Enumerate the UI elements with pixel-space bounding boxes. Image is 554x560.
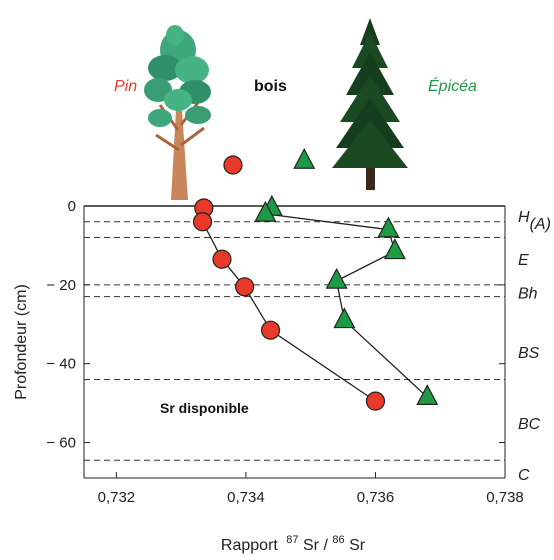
axis-ticks: 0,732 0,734 0,736 0,738 0 − 20 − 40 − 60 <box>46 198 523 506</box>
y-tick-label: − 60 <box>46 435 76 452</box>
horizon-name: E <box>518 252 529 269</box>
data-markers <box>192 147 439 411</box>
series-line-spruce <box>265 213 428 398</box>
isotope-element-2: Sr <box>349 537 366 554</box>
x-tick-label: 0,734 <box>227 489 265 506</box>
isotope-slash: / <box>323 537 328 554</box>
wood-label: bois <box>254 78 287 95</box>
spruce-data-point <box>377 216 400 238</box>
horizon-name: C <box>518 467 530 484</box>
x-axis-title: Rapport 87 Sr / 86 Sr <box>221 530 366 554</box>
horizon-boundaries <box>84 221 505 461</box>
spruce-data-point <box>416 384 439 406</box>
series-line-pine <box>201 207 376 402</box>
isotope-mass-1: 87 <box>286 534 298 546</box>
spruce-wood-point <box>293 147 316 169</box>
spruce-data-point <box>383 238 406 260</box>
isotope-mass-2: 86 <box>332 534 344 546</box>
pine-data-point <box>365 391 386 411</box>
spruce-data-point <box>254 200 277 222</box>
horizon-label: BC <box>518 416 541 433</box>
horizon-name: Bh <box>518 286 538 303</box>
y-axis-title: Profondeur (cm) <box>13 284 30 400</box>
pine-data-point <box>212 249 232 269</box>
pine-data-point <box>192 212 213 232</box>
pine-wood-point <box>223 155 243 175</box>
horizon-name: BC <box>518 416 541 433</box>
horizon-subscript: (A) <box>530 216 551 233</box>
spruce-label: Épicéa <box>428 76 477 95</box>
y-tick-label: 0 <box>68 198 76 215</box>
x-tick-label: 0,736 <box>357 489 395 506</box>
isotope-element-1: Sr <box>303 537 320 554</box>
horizon-label: H(A) <box>518 209 551 233</box>
x-tick-label: 0,732 <box>98 489 136 506</box>
x-axis-title-word: Rapport <box>221 537 278 554</box>
horizon-label: E <box>518 252 529 269</box>
pine-label: Pin <box>114 78 137 95</box>
horizon-name: H <box>518 209 530 226</box>
horizon-label: C <box>518 467 530 484</box>
pine-tree-icon <box>144 25 211 200</box>
spruce-data-point <box>333 307 356 329</box>
y-tick-label: − 20 <box>46 277 76 294</box>
pine-data-point <box>260 320 281 340</box>
pine-data-point <box>235 277 255 297</box>
horizon-name: BS <box>518 345 540 362</box>
spruce-data-point <box>325 267 348 289</box>
sr-available-label: Sr disponible <box>160 400 249 416</box>
horizon-labels: H(A) E Bh BS BC C <box>518 209 551 484</box>
spruce-tree-icon <box>332 18 408 190</box>
x-tick-label: 0,738 <box>486 489 524 506</box>
plot-area <box>83 205 506 479</box>
horizon-label: Bh <box>518 286 538 303</box>
y-tick-label: − 40 <box>46 356 76 373</box>
horizon-label: BS <box>518 345 540 362</box>
